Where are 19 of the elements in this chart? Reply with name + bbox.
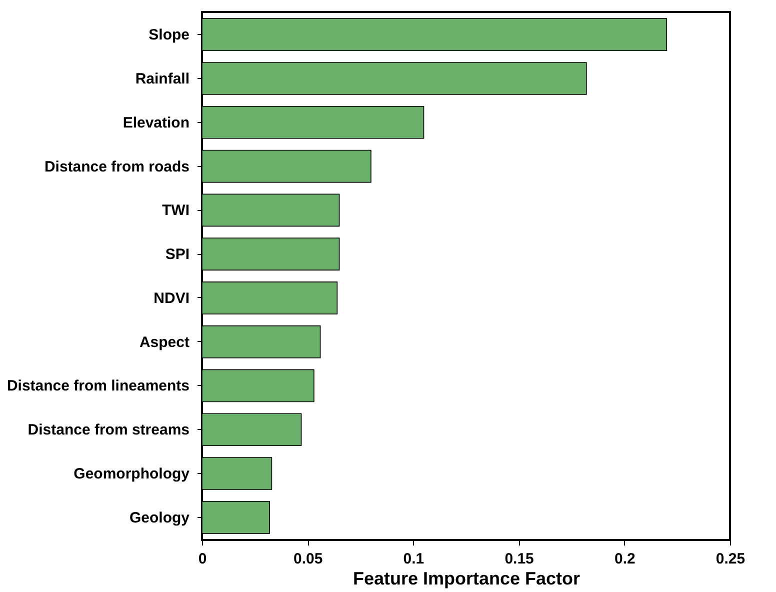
- x-tick-label: 0.05: [294, 550, 323, 568]
- x-axis-title: Feature Importance Factor: [352, 568, 580, 588]
- x-tick-label: 0.15: [504, 550, 534, 568]
- y-tick-label: Geology: [129, 509, 190, 526]
- y-tick-label: Slope: [148, 26, 190, 44]
- y-tick-label: NDVI: [154, 290, 190, 307]
- x-tick-label: 0.2: [614, 550, 636, 568]
- y-tick-label: SPI: [165, 246, 190, 264]
- y-tick-label: Distance from streams: [28, 422, 190, 439]
- y-tick-label: Distance from roads: [44, 158, 190, 176]
- y-tick-label: Elevation: [122, 114, 190, 132]
- x-tick-label: 0: [198, 550, 207, 568]
- x-tick-label: 0.25: [716, 550, 746, 568]
- y-tick-label: Aspect: [139, 334, 190, 351]
- x-tick-label: 0.1: [403, 550, 424, 568]
- y-tick-label: TWI: [162, 202, 190, 220]
- y-tick-label: Distance from lineaments: [6, 378, 190, 395]
- y-tick-label: Rainfall: [135, 70, 190, 88]
- y-tick-label: Geomorphology: [74, 466, 190, 483]
